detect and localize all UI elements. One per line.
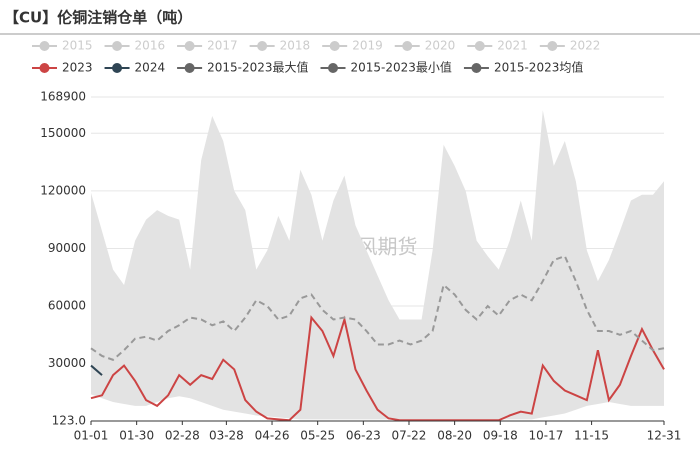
legend-item[interactable]: 2018 [249,39,311,53]
legend-item[interactable]: 2022 [539,39,601,53]
legend-item[interactable]: 2015 [32,39,93,53]
x-tick-label: 04-26 [255,429,290,443]
y-tick-label: 123.0 [52,414,86,428]
legend-label: 2015-2023最大值 [207,60,308,75]
x-tick-label: 06-23 [346,429,381,443]
legend-label: 2016 [135,39,166,53]
series-line [90,364,103,376]
legend-dot [329,41,340,51]
legend-dot [257,41,268,51]
legend-item[interactable]: 2019 [322,39,383,53]
legend-item[interactable]: 2021 [467,39,528,53]
x-tick-label: 12-31 [647,429,682,443]
legend-dot [328,63,339,73]
y-tick-label: 150000 [40,126,86,140]
legend-item[interactable]: 2015-2023最大值 [177,60,309,75]
y-tick-label: 168900 [40,90,86,104]
legend-dot [402,41,413,51]
y-tick-label: 120000 [40,183,86,197]
legend-label: 2015-2023最小值 [351,60,452,75]
legend-label: 2022 [570,39,601,53]
y-tick-label: 90000 [48,241,86,255]
x-tick-label: 03-28 [209,429,244,443]
legend-label: 2024 [135,61,166,75]
legend-label: 2015-2023均值 [494,60,583,75]
legend-dot [39,63,50,73]
series-line [90,254,665,361]
legend-item[interactable]: 2016 [104,39,166,53]
x-tick-label: 08-20 [437,429,472,443]
legend-item[interactable]: 2017 [177,39,238,53]
legend-label: 2021 [497,39,528,53]
legend-label: 2023 [62,61,93,75]
series-line [90,315,665,422]
x-tick-label: 02-28 [165,429,200,443]
legend-dot [112,41,123,51]
x-tick-label: 09-18 [483,429,518,443]
x-tick-label: 05-25 [300,429,335,443]
y-tick-label: 30000 [48,356,86,370]
chart-title: 【CU】伦铜注销仓单（吨） [4,9,192,27]
legend-item[interactable]: 2024 [104,61,166,75]
y-tick-label: 60000 [48,299,86,313]
legend-item[interactable]: 2015-2023均值 [463,60,583,75]
legend-label: 2020 [425,39,456,53]
legend-label: 2015 [62,39,93,53]
legend-dot [184,41,195,51]
legend-label: 2018 [280,39,311,53]
x-tick-label: 07-22 [392,429,427,443]
legend-item[interactable]: 2023 [32,61,93,75]
legend-label: 2019 [352,39,383,53]
legend-dot [471,63,482,73]
x-tick-label: 11-15 [574,429,609,443]
legend-label: 2017 [207,39,238,53]
legend-dot [474,41,485,51]
x-tick-label: 10-17 [528,429,563,443]
legend-dot [184,63,195,73]
legend-dot [112,63,123,73]
legend-dot [547,41,558,51]
range-band [91,110,664,420]
x-tick-label: 01-30 [119,429,154,443]
legend-item[interactable]: 2015-2023最小值 [320,60,452,75]
x-tick-label: 01-01 [74,429,109,443]
legend-dot [39,41,50,51]
legend-item[interactable]: 2020 [394,39,456,53]
